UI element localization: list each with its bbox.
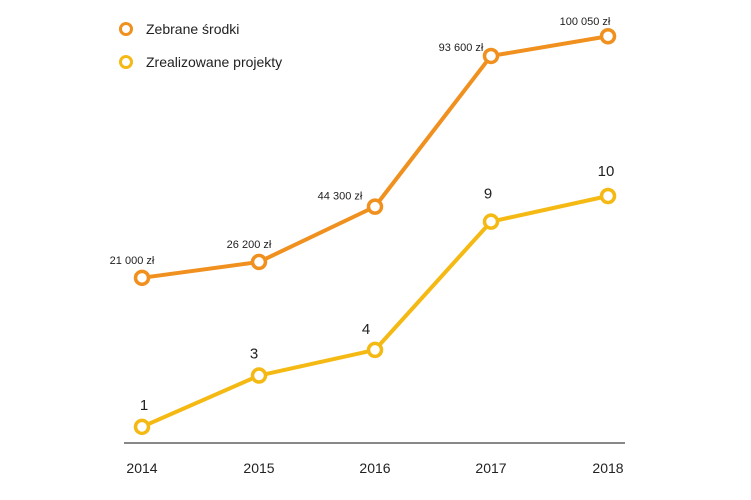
data-label-zrealizowane-projekty-2018: 10 (598, 163, 615, 180)
series-line-zebrane-srodki (140, 34, 610, 280)
point-zrealizowane-projekty-2015 (250, 367, 268, 384)
series-layer: 21 000 zł 26 200 zł 44 300 zł 93 600 zł 100 … (110, 16, 617, 436)
data-label-zrealizowane-projekty-2016: 4 (362, 321, 370, 338)
point-zebrane-srodki-2014 (133, 269, 151, 287)
legend-label-zrealizowane-projekty: Zrealizowane projekty (146, 54, 282, 70)
x-axis-ticks: 2014 2015 2016 2017 2018 (126, 460, 623, 476)
point-zebrane-srodki-2017 (482, 47, 500, 65)
point-zrealizowane-projekty-2017 (482, 213, 500, 230)
x-tick-label-2016: 2016 (359, 460, 390, 476)
x-tick-label-2014: 2014 (126, 460, 157, 476)
x-tick-label-2018: 2018 (592, 460, 623, 476)
data-label-zrealizowane-projekty-2017: 9 (484, 186, 492, 203)
x-tick-label-2015: 2015 (243, 460, 274, 476)
legend-marker-zrealizowane-projekty (119, 55, 133, 69)
point-zrealizowane-projekty-2014 (133, 418, 151, 436)
legend-marker-zebrane-srodki (119, 22, 133, 36)
series-line-zrealizowane-projekty (140, 194, 610, 429)
data-label-zebrane-srodki-2017: 93 600 zł (439, 42, 484, 54)
data-label-zebrane-srodki-2015: 26 200 zł (227, 239, 272, 251)
data-label-zrealizowane-projekty-2014: 1 (140, 397, 148, 414)
data-label-zebrane-srodki-2018: 100 050 zł (560, 16, 611, 28)
point-zrealizowane-projekty-2016 (366, 341, 384, 359)
legend: Zebrane środki Zrealizowane projekty (119, 21, 282, 70)
data-label-zebrane-srodki-2014: 21 000 zł (110, 255, 155, 267)
point-zebrane-srodki-2015 (250, 253, 268, 271)
point-zebrane-srodki-2016 (366, 198, 384, 215)
data-label-zebrane-srodki-2016: 44 300 zł (318, 191, 363, 203)
data-label-zrealizowane-projekty-2015: 3 (250, 346, 258, 363)
point-zebrane-srodki-2018 (599, 27, 617, 45)
point-zrealizowane-projekty-2018 (599, 187, 617, 205)
legend-label-zebrane-srodki: Zebrane środki (146, 21, 239, 37)
x-tick-label-2017: 2017 (475, 460, 506, 476)
